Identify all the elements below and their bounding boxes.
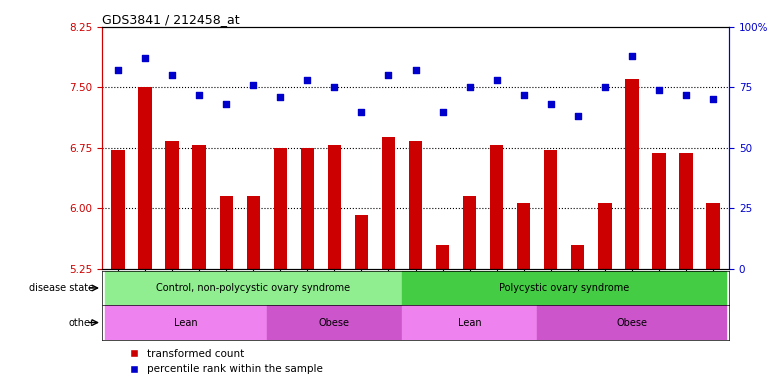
Bar xyxy=(111,150,125,269)
Bar xyxy=(165,141,179,269)
Bar xyxy=(571,245,585,269)
Bar xyxy=(598,203,612,269)
Bar xyxy=(220,196,233,269)
Point xyxy=(166,72,179,78)
Point xyxy=(355,109,368,115)
Point xyxy=(517,91,530,98)
Point xyxy=(463,84,476,91)
Point xyxy=(247,82,260,88)
Bar xyxy=(139,88,152,269)
Point xyxy=(572,113,584,119)
Text: Obese: Obese xyxy=(319,318,350,328)
Bar xyxy=(354,215,368,269)
Bar xyxy=(625,79,638,269)
Legend: transformed count, percentile rank within the sample: transformed count, percentile rank withi… xyxy=(126,345,327,379)
Bar xyxy=(490,146,503,269)
Point xyxy=(301,77,314,83)
Text: Lean: Lean xyxy=(458,318,481,328)
Point xyxy=(598,84,611,91)
Point xyxy=(626,53,638,59)
Point xyxy=(680,91,692,98)
Point xyxy=(706,96,719,103)
Bar xyxy=(652,154,666,269)
Bar xyxy=(300,148,314,269)
Bar xyxy=(408,141,423,269)
Point xyxy=(112,67,125,73)
Bar xyxy=(328,146,341,269)
Text: Obese: Obese xyxy=(616,318,648,328)
Bar xyxy=(537,305,727,340)
Text: Control, non-polycystic ovary syndrome: Control, non-polycystic ovary syndrome xyxy=(156,283,350,293)
Point xyxy=(383,72,395,78)
Text: GDS3841 / 212458_at: GDS3841 / 212458_at xyxy=(102,13,240,26)
Bar xyxy=(463,196,477,269)
Point xyxy=(193,91,205,98)
Text: Polycystic ovary syndrome: Polycystic ovary syndrome xyxy=(499,283,630,293)
Bar xyxy=(246,196,260,269)
Point xyxy=(328,84,341,91)
Bar xyxy=(402,305,537,340)
Bar xyxy=(193,146,206,269)
Point xyxy=(220,101,233,108)
Bar xyxy=(706,203,720,269)
Point xyxy=(490,77,503,83)
Point xyxy=(409,67,422,73)
Bar xyxy=(274,148,287,269)
Bar xyxy=(104,271,402,305)
Bar xyxy=(436,245,449,269)
Bar xyxy=(382,137,395,269)
Point xyxy=(652,87,665,93)
Bar xyxy=(402,271,727,305)
Bar xyxy=(544,150,557,269)
Bar xyxy=(104,305,267,340)
Text: disease state: disease state xyxy=(29,283,94,293)
Bar xyxy=(267,305,402,340)
Bar xyxy=(679,154,692,269)
Point xyxy=(274,94,287,100)
Point xyxy=(139,55,151,61)
Text: other: other xyxy=(68,318,94,328)
Point xyxy=(544,101,557,108)
Text: Lean: Lean xyxy=(174,318,198,328)
Point xyxy=(436,109,448,115)
Bar xyxy=(517,203,531,269)
